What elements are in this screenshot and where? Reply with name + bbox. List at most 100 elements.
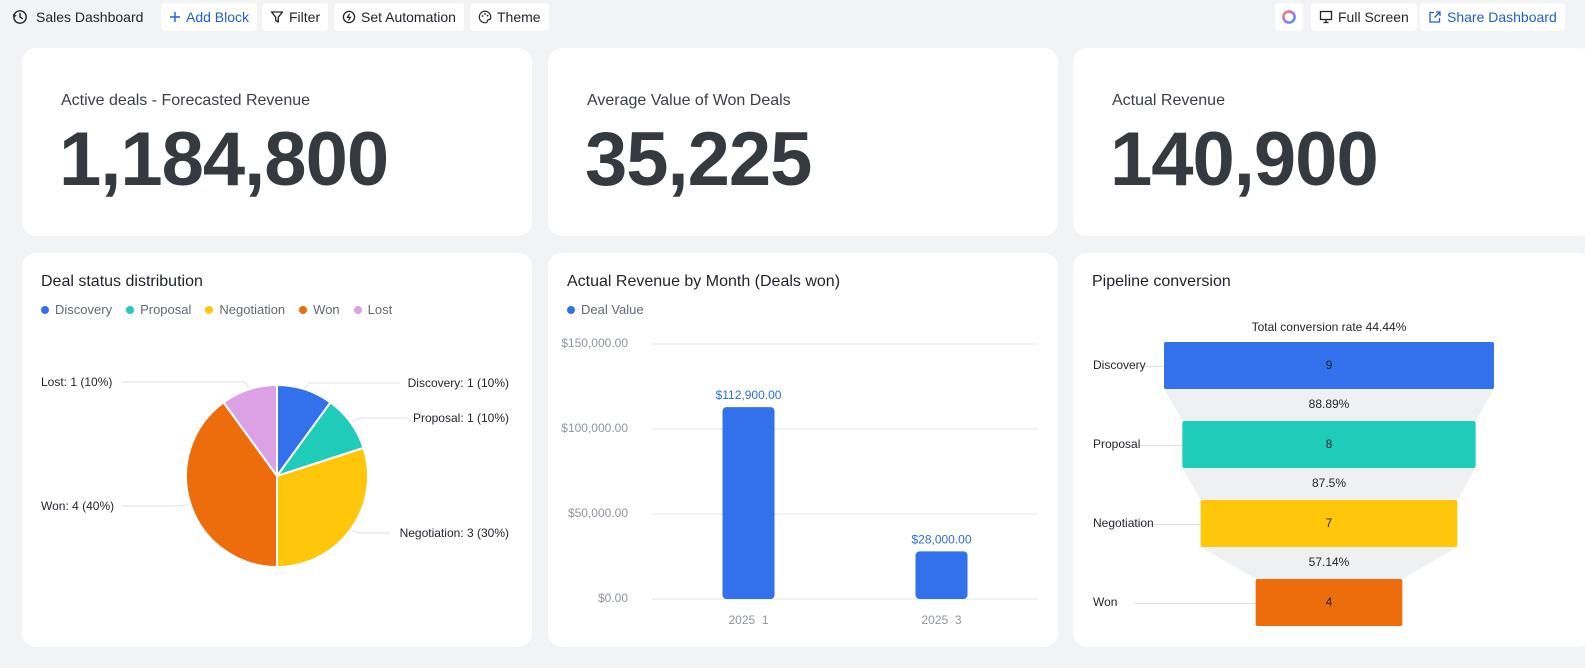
y-tick-label: $150,000.00 (561, 336, 628, 350)
kpi-label: Active deals - Forecasted Revenue (61, 92, 311, 109)
legend-item-won[interactable]: Won (299, 302, 340, 317)
funnel-subtitle: Total conversion rate 44.44% (1252, 320, 1407, 334)
kpi-card-average-won-value[interactable]: Average Value of Won Deals 35,225 (548, 48, 1058, 236)
pie-leader-line (305, 382, 400, 388)
funnel-connector (1164, 389, 1494, 421)
pie-legend: Discovery Proposal Negotiation Won Lost (41, 302, 392, 317)
funnel-conversion-label: 87.5% (1312, 476, 1346, 490)
kpi-value: 1,184,800 (59, 117, 389, 202)
palette-icon (478, 10, 492, 24)
legend-label: Lost (367, 302, 393, 317)
pie-label-won: Won: 4 (40%) (41, 499, 114, 513)
y-tick-label: $0.00 (598, 591, 628, 605)
set-automation-button[interactable]: Set Automation (334, 3, 464, 31)
legend-label: Deal Value (581, 302, 644, 317)
legend-dot (205, 305, 214, 314)
set-automation-label: Set Automation (361, 9, 456, 25)
legend-label: Won (313, 302, 340, 317)
funnel-connector (1182, 468, 1476, 500)
funnel-conversion-label: 88.89% (1309, 397, 1350, 411)
legend-item-discovery[interactable]: Discovery (41, 302, 112, 317)
funnel-stage-label: Discovery (1093, 358, 1146, 372)
chart-title: Actual Revenue by Month (Deals won) (567, 273, 841, 290)
legend-dot (126, 305, 135, 314)
pipeline-conversion-card[interactable]: Pipeline conversion Total conversion rat… (1073, 253, 1585, 647)
legend-item-deal-value[interactable]: Deal Value (567, 302, 644, 317)
share-dashboard-label: Share Dashboard (1447, 9, 1557, 25)
x-tick-label: 2025 1 (728, 613, 768, 627)
theme-label: Theme (497, 9, 541, 25)
legend-dot (299, 305, 308, 314)
history-icon (12, 10, 27, 24)
y-tick-label: $50,000.00 (568, 506, 628, 520)
legend-item-negotiation[interactable]: Negotiation (205, 302, 285, 317)
pie-leader-line (352, 417, 407, 422)
funnel-stage-label: Negotiation (1093, 516, 1154, 530)
dashboard-title-text: Sales Dashboard (36, 9, 144, 25)
ai-assistant-button[interactable] (1275, 3, 1303, 31)
funnel-stage-label: Won (1093, 595, 1117, 609)
pie-leader-line (122, 504, 189, 507)
pie-label-proposal: Proposal: 1 (10%) (413, 411, 509, 425)
kpi-value: 140,900 (1110, 117, 1379, 202)
deal-status-card[interactable]: Deal status distribution Discovery Propo… (22, 253, 532, 647)
funnel-bar-won[interactable] (1255, 579, 1403, 626)
funnel-value-label: 8 (1326, 437, 1333, 451)
pie-leader-line (122, 381, 249, 388)
bar-chart: $0.00 $50,000.00 $100,000.00 $150,000.00… (561, 336, 1038, 627)
share-icon (1429, 11, 1441, 23)
bar[interactable] (915, 551, 968, 599)
presentation-icon (1319, 10, 1333, 24)
revenue-by-month-card[interactable]: Actual Revenue by Month (Deals won) Deal… (548, 253, 1058, 647)
pie-label-negotiation: Negotiation: 3 (30%) (400, 526, 509, 540)
funnel-connector (1200, 547, 1458, 579)
add-block-label: Add Block (186, 9, 250, 25)
full-screen-label: Full Screen (1338, 9, 1409, 25)
funnel-value-label: 4 (1326, 595, 1333, 609)
y-tick-label: $100,000.00 (561, 421, 628, 435)
theme-button[interactable]: Theme (470, 3, 549, 31)
toolbar: Sales Dashboard Add Block Filter Set Aut… (0, 0, 1585, 34)
dashboard-title: Sales Dashboard (12, 4, 143, 30)
kpi-card-forecasted-revenue[interactable]: Active deals - Forecasted Revenue 1,184,… (22, 48, 532, 236)
funnel-bar-discovery[interactable] (1164, 342, 1494, 389)
legend-label: Proposal (140, 302, 192, 317)
pie-slice-negotiation[interactable] (276, 446, 369, 569)
automation-icon (342, 10, 356, 24)
legend-item-proposal[interactable]: Proposal (126, 302, 191, 317)
funnel-value-label: 9 (1326, 358, 1333, 372)
chart-title: Pipeline conversion (1092, 273, 1231, 290)
pie-label-lost: Lost: 1 (10%) (41, 375, 112, 389)
kpi-value: 35,225 (585, 117, 812, 202)
funnel-bar-proposal[interactable] (1182, 421, 1476, 468)
share-dashboard-button[interactable]: Share Dashboard (1420, 3, 1565, 31)
funnel-bar-negotiation[interactable] (1200, 500, 1458, 547)
bar[interactable] (722, 407, 775, 599)
plus-icon (170, 12, 180, 22)
pie-label-discovery: Discovery: 1 (10%) (408, 376, 509, 390)
legend-dot (353, 305, 362, 314)
full-screen-button[interactable]: Full Screen (1311, 3, 1417, 31)
kpi-label: Average Value of Won Deals (587, 92, 791, 109)
bar-legend: Deal Value (567, 302, 644, 317)
legend-item-lost[interactable]: Lost (353, 302, 393, 317)
legend-label: Negotiation (219, 302, 286, 317)
kpi-card-actual-revenue[interactable]: Actual Revenue 140,900 (1073, 48, 1585, 236)
bar-value-label: $112,900.00 (716, 388, 782, 402)
legend-label: Discovery (55, 302, 113, 317)
legend-dot (41, 305, 49, 314)
chart-title: Deal status distribution (41, 273, 203, 290)
ai-assistant-icon (1282, 10, 1296, 24)
x-tick-label: 2025 3 (921, 613, 961, 627)
funnel-value-label: 7 (1326, 516, 1333, 530)
legend-dot (567, 305, 575, 314)
pie-leader-line (352, 530, 390, 534)
funnel-stage-label: Proposal (1093, 437, 1140, 451)
add-block-button[interactable]: Add Block (161, 3, 258, 31)
pie-slice-lost[interactable] (222, 383, 278, 480)
filter-button[interactable]: Filter (262, 3, 329, 31)
pie-slice-won[interactable] (185, 400, 278, 569)
funnel-chart: Total conversion rate 44.44% Discovery P… (1093, 320, 1494, 626)
pie-chart: Discovery: 1 (10%) Proposal: 1 (10%) Neg… (41, 375, 509, 569)
funnel-conversion-label: 57.14% (1309, 555, 1350, 569)
